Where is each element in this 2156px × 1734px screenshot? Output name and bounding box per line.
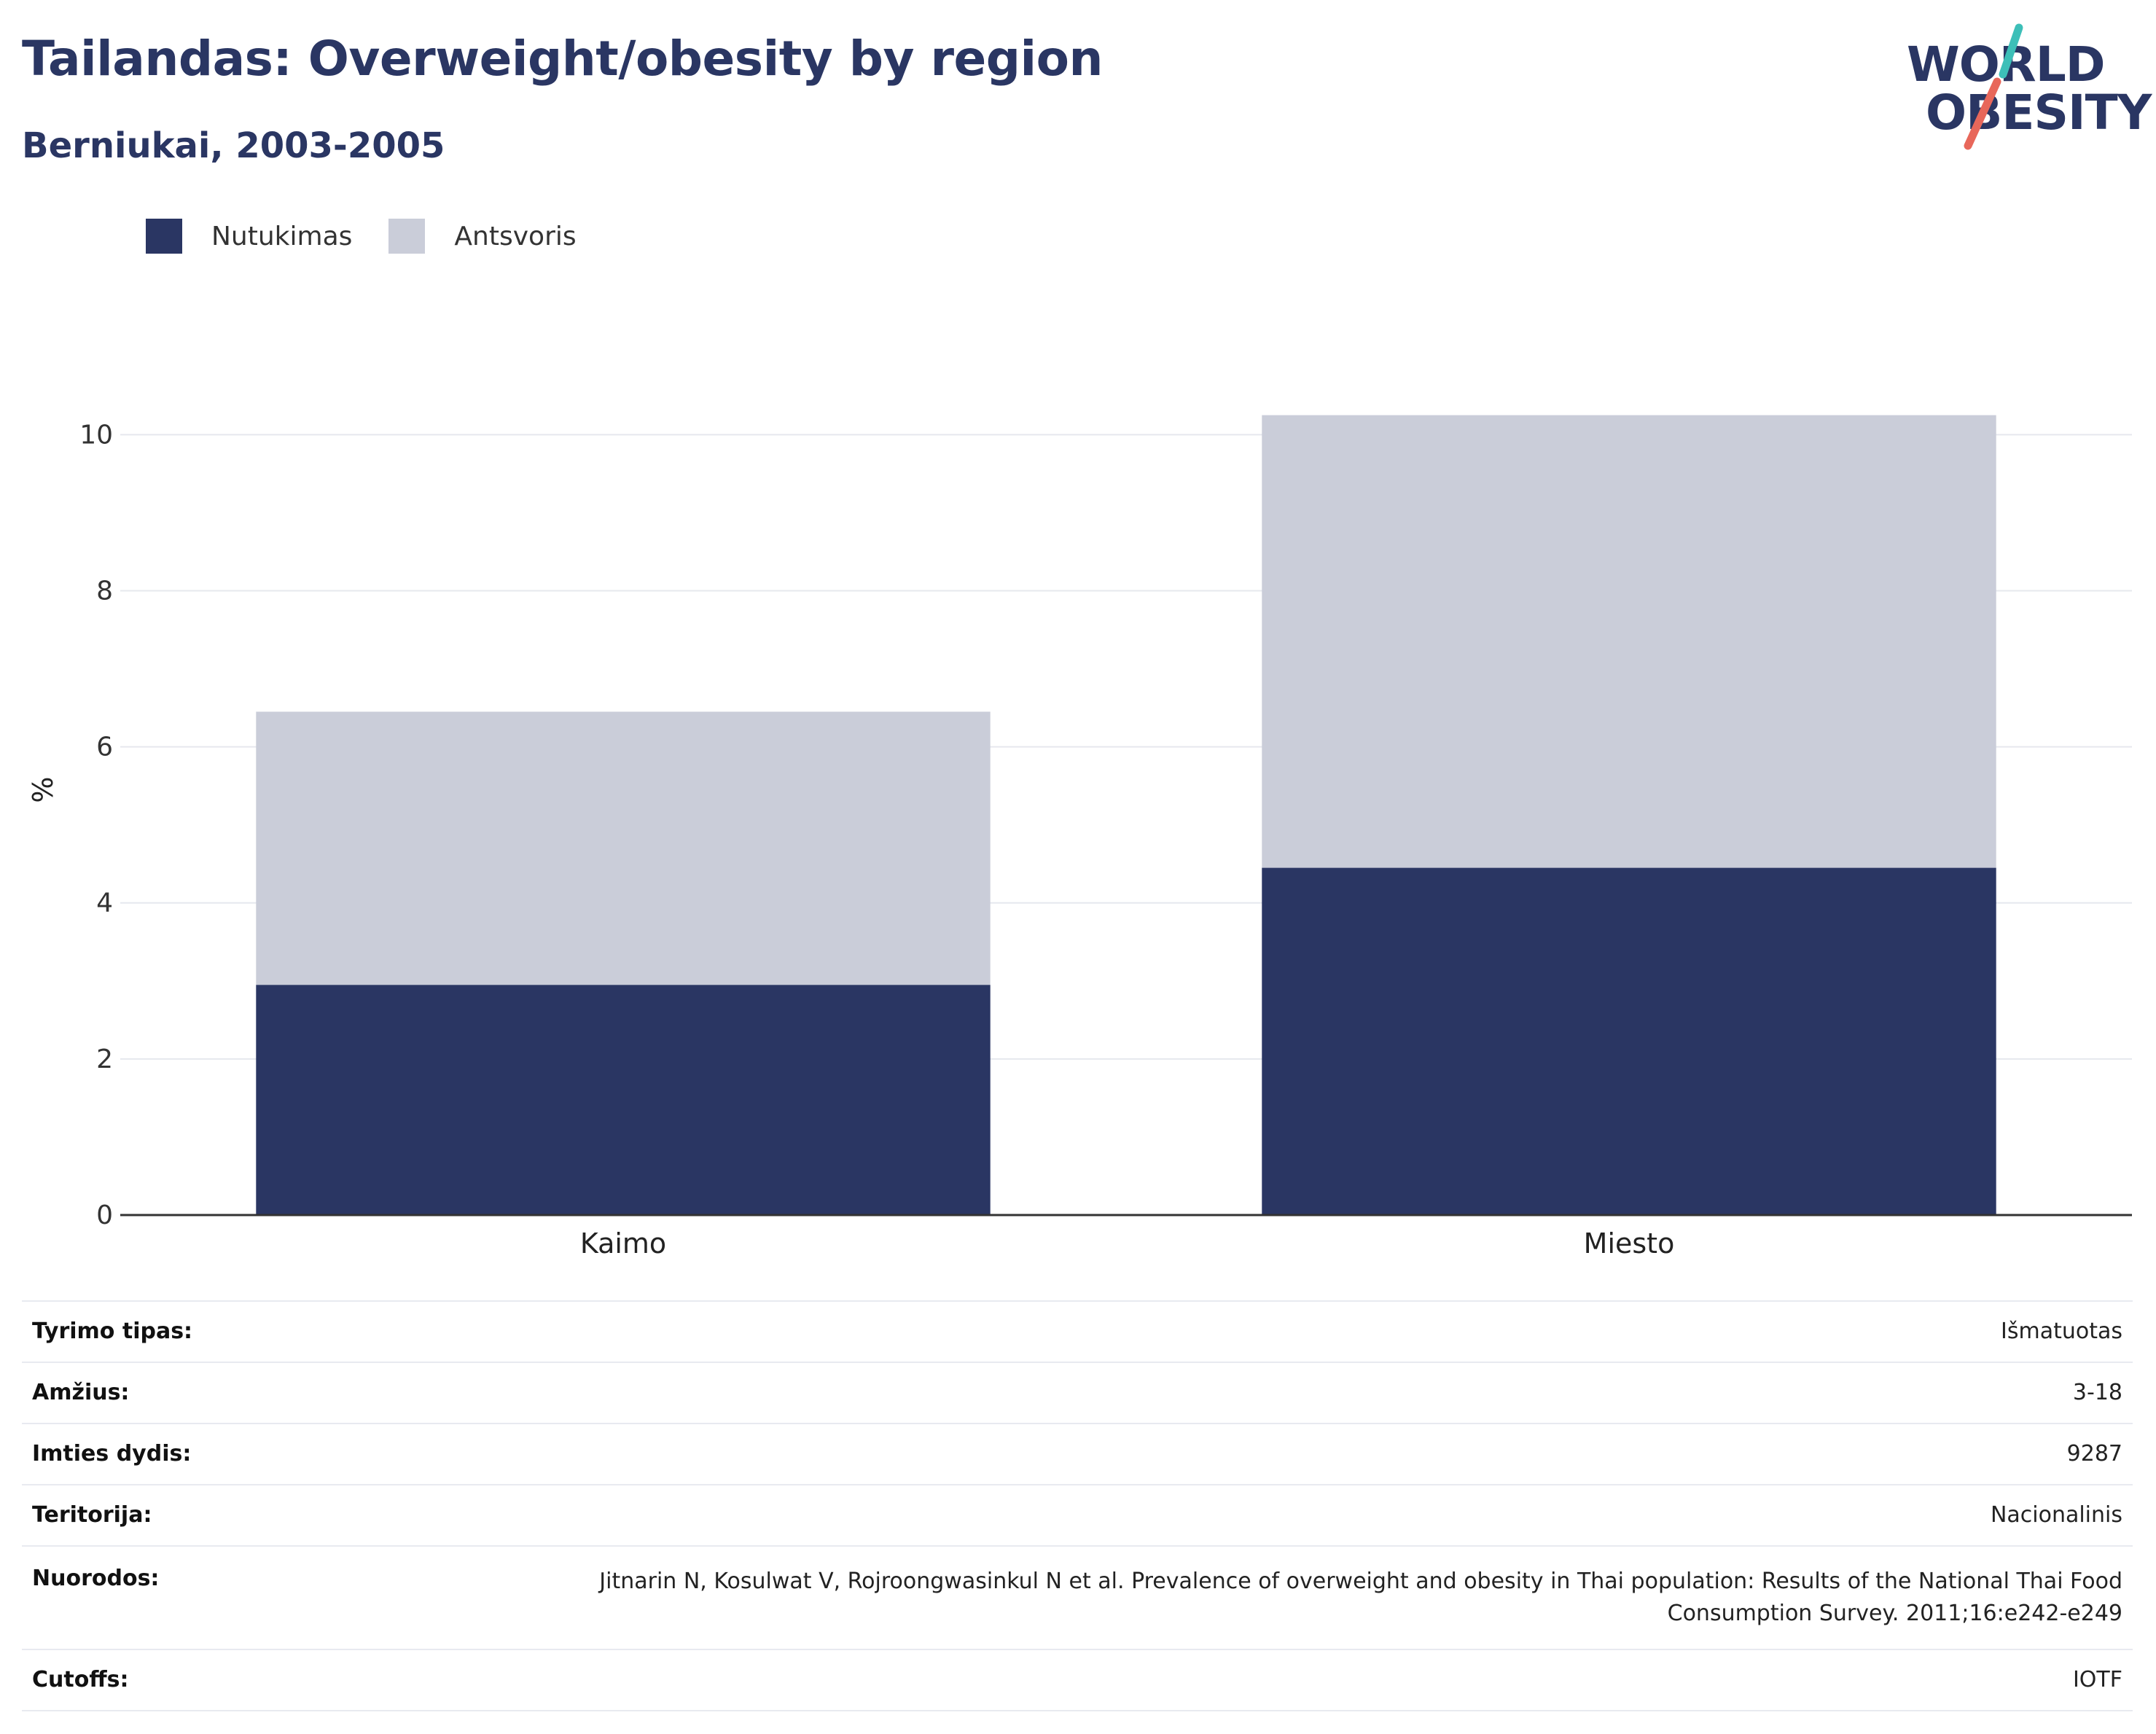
bar-nutukimas-miesto (1262, 867, 1996, 1215)
bar-nutukimas-kaimo (256, 985, 991, 1215)
info-value: Išmatuotas (2001, 1319, 2122, 1344)
info-key: Cutoffs: (32, 1667, 129, 1692)
info-table: Tyrimo tipas: Išmatuotas Amžius: 3-18 Im… (22, 1300, 2133, 1711)
x-tick-label: Miesto (1584, 1227, 1675, 1260)
y-tick-label: 6 (96, 733, 113, 762)
bar-antsvoris-kaimo (256, 711, 991, 985)
info-value: Nacionalinis (1990, 1502, 2122, 1528)
info-key: Nuorodos: (32, 1566, 160, 1591)
legend-label-overweight: Antsvoris (454, 221, 577, 251)
info-row-references: Nuorodos: Jitnarin N, Kosulwat V, Rojroo… (22, 1547, 2133, 1650)
info-value: IOTF (2072, 1667, 2122, 1692)
logo-word-obesity: OBESITY (1926, 85, 2152, 141)
y-tick-label: 10 (79, 420, 113, 450)
legend-item-obesity: Nutukimas (146, 219, 352, 254)
info-row-survey-type: Tyrimo tipas: Išmatuotas (22, 1302, 2133, 1363)
x-tick-label: Kaimo (580, 1227, 666, 1260)
info-value: 3-18 (2072, 1380, 2122, 1405)
y-tick-label: 0 (96, 1200, 113, 1230)
info-row-age: Amžius: 3-18 (22, 1363, 2133, 1424)
legend-label-obesity: Nutukimas (211, 221, 353, 251)
logo-slash-icon (1964, 23, 2023, 150)
legend: Nutukimas Antsvoris (146, 216, 613, 257)
info-row-sample-size: Imties dydis: 9287 (22, 1424, 2133, 1485)
info-key: Imties dydis: (32, 1441, 192, 1467)
bar-antsvoris-miesto (1262, 415, 1996, 868)
info-value: 9287 (2066, 1441, 2122, 1467)
chart-title: Tailandas: Overweight/obesity by region (22, 31, 1104, 87)
info-row-cutoffs: Cutoffs: IOTF (22, 1650, 2133, 1711)
y-tick-label: 2 (96, 1044, 113, 1074)
info-value: Jitnarin N, Kosulwat V, Rojroongwasinkul… (599, 1569, 2122, 1626)
legend-swatch-obesity (146, 219, 182, 254)
legend-item-overweight: Antsvoris (388, 219, 577, 254)
world-obesity-logo: WORLD OBESITY (1895, 22, 2152, 153)
info-row-territory: Teritorija: Nacionalinis (22, 1485, 2133, 1547)
y-tick-label: 4 (96, 889, 113, 918)
info-key: Amžius: (32, 1380, 130, 1405)
bar-chart: 0 2 4 6 8 10% Kaimo Miesto (27, 415, 2132, 1260)
y-tick-label: 8 (96, 576, 113, 606)
y-axis-label: % (27, 776, 59, 802)
info-key: Tyrimo tipas: (32, 1319, 193, 1344)
legend-swatch-overweight (388, 219, 426, 254)
chart-subtitle: Berniukai, 2003-2005 (22, 125, 445, 166)
info-key: Teritorija: (32, 1502, 152, 1528)
